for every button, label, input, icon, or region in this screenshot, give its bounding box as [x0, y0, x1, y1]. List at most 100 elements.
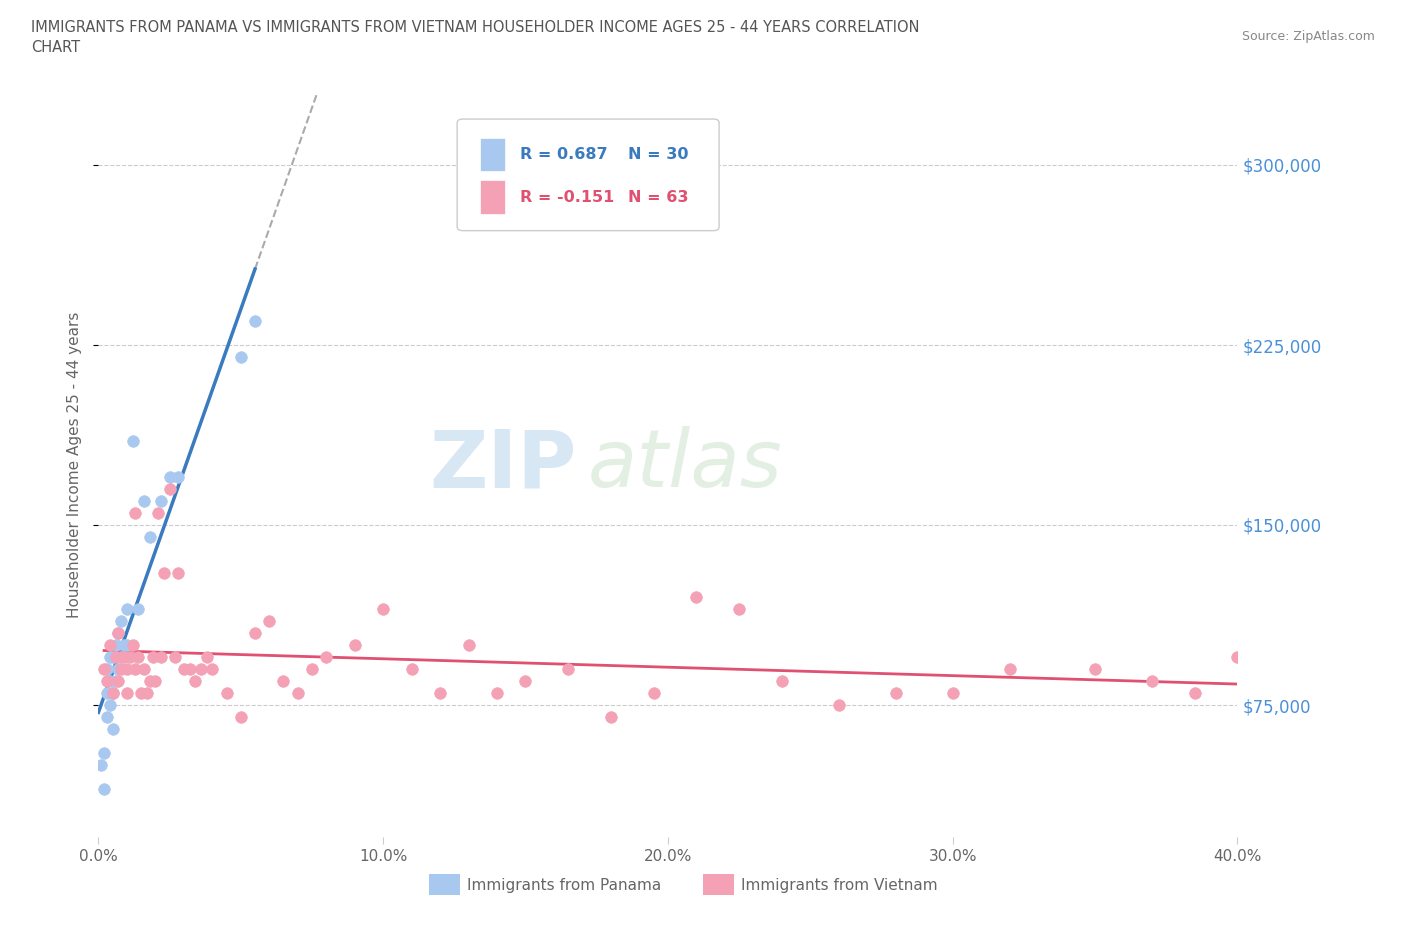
Point [429, 685, 451, 700]
Text: ZIP: ZIP [429, 426, 576, 504]
Point [101, 722, 124, 737]
Point [159, 470, 181, 485]
Point [373, 602, 395, 617]
Point [93, 661, 115, 676]
Point [115, 638, 138, 653]
Point [828, 698, 851, 712]
Point [195, 649, 218, 664]
Point [138, 529, 160, 544]
Point [401, 661, 423, 676]
Point [165, 649, 187, 664]
Point [229, 710, 252, 724]
Point [132, 661, 155, 676]
Point [167, 470, 190, 485]
Point [141, 649, 163, 664]
Point [110, 614, 132, 629]
Point [184, 673, 207, 688]
Text: R = 0.687: R = 0.687 [520, 147, 607, 162]
Text: atlas: atlas [588, 426, 783, 504]
Point [124, 661, 146, 676]
Point [112, 638, 135, 653]
Point [173, 661, 195, 676]
Point [301, 661, 323, 676]
Point [457, 638, 479, 653]
Point [118, 649, 141, 664]
Point [201, 661, 224, 676]
Point [124, 506, 146, 521]
Point [96, 685, 118, 700]
Text: Immigrants from Panama: Immigrants from Panama [467, 878, 661, 893]
Point [315, 649, 337, 664]
Point [1084, 661, 1107, 676]
Point [259, 614, 281, 629]
Point [135, 685, 157, 700]
Point [145, 673, 167, 688]
Point [93, 781, 115, 796]
Point [148, 506, 170, 521]
Point [127, 602, 149, 617]
Point [93, 746, 115, 761]
Point [728, 602, 751, 617]
Point [770, 673, 793, 688]
Point [132, 494, 155, 509]
Point [107, 673, 129, 688]
Point [121, 433, 143, 448]
Text: IMMIGRANTS FROM PANAMA VS IMMIGRANTS FROM VIETNAM HOUSEHOLDER INCOME AGES 25 - 4: IMMIGRANTS FROM PANAMA VS IMMIGRANTS FRO… [31, 20, 920, 35]
Point [287, 685, 309, 700]
Point [600, 710, 623, 724]
Point [229, 350, 252, 365]
Point [557, 661, 579, 676]
Point [107, 626, 129, 641]
Point [90, 758, 112, 773]
Point [112, 649, 135, 664]
Text: CHART: CHART [31, 40, 80, 55]
FancyBboxPatch shape [479, 138, 505, 171]
Point [127, 649, 149, 664]
Point [243, 313, 266, 328]
Point [190, 661, 212, 676]
Point [98, 649, 121, 664]
Point [96, 661, 118, 676]
Point [107, 661, 129, 676]
Text: Source: ZipAtlas.com: Source: ZipAtlas.com [1241, 30, 1375, 43]
Point [515, 673, 537, 688]
Point [101, 649, 124, 664]
Point [115, 661, 138, 676]
Point [643, 685, 665, 700]
FancyBboxPatch shape [457, 119, 718, 231]
Point [104, 638, 127, 653]
Point [115, 602, 138, 617]
Point [685, 590, 707, 604]
Point [942, 685, 965, 700]
Text: Immigrants from Vietnam: Immigrants from Vietnam [741, 878, 938, 893]
Point [104, 673, 127, 688]
FancyBboxPatch shape [479, 180, 505, 214]
Point [243, 626, 266, 641]
Point [98, 698, 121, 712]
Point [167, 565, 190, 580]
Text: N = 30: N = 30 [628, 147, 689, 162]
Point [138, 673, 160, 688]
Point [104, 649, 127, 664]
Point [107, 626, 129, 641]
Point [150, 649, 173, 664]
Point [115, 685, 138, 700]
Point [121, 638, 143, 653]
Point [1184, 685, 1206, 700]
Point [101, 685, 124, 700]
Point [96, 673, 118, 688]
Point [1226, 649, 1249, 664]
Point [215, 685, 238, 700]
Point [96, 710, 118, 724]
Point [486, 685, 509, 700]
Point [1140, 673, 1163, 688]
Y-axis label: Householder Income Ages 25 - 44 years: Householder Income Ages 25 - 44 years [67, 312, 83, 618]
Point [998, 661, 1021, 676]
Point [110, 661, 132, 676]
Point [110, 649, 132, 664]
Point [179, 661, 201, 676]
Point [159, 482, 181, 497]
Point [98, 673, 121, 688]
Point [101, 685, 124, 700]
Point [884, 685, 907, 700]
